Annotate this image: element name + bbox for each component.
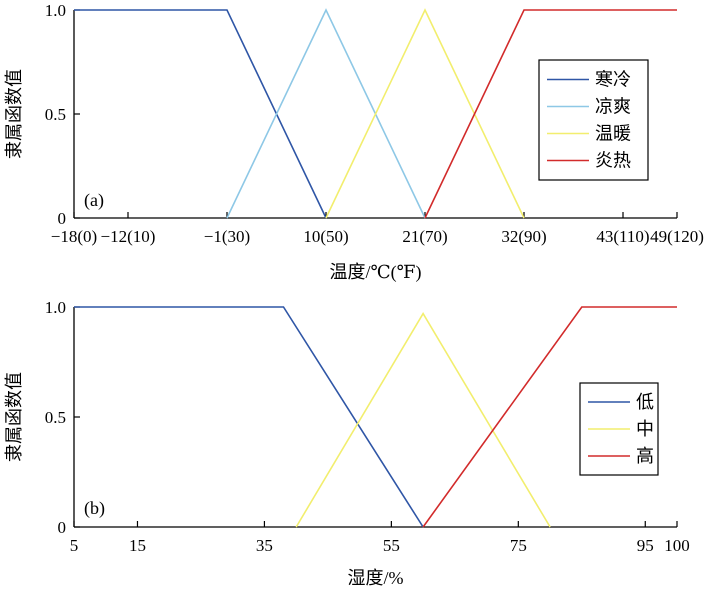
- chart-panel-2: 5 15 35 55 75 95 100 0 0.5 1.0 (b) 湿度/% 隶属函数值 低中高: [4, 298, 690, 588]
- y-tick-label: 0: [58, 518, 67, 537]
- x-tick-label: −1(30): [204, 227, 250, 246]
- y-axis-title: 隶属函数值: [4, 372, 24, 462]
- series-line-2: [295, 312, 551, 528]
- legend-label: 低: [636, 392, 654, 412]
- x-tick-label: 35: [256, 536, 273, 555]
- panel-label: (b): [84, 498, 105, 519]
- x-tick-label: 5: [70, 536, 79, 555]
- legend: 低中高: [579, 382, 659, 476]
- series-line-2: [226, 8, 426, 219]
- series-line-3: [325, 8, 525, 219]
- y-tick-label: 0.5: [45, 408, 66, 427]
- series-line-1: [74, 9, 327, 219]
- x-tick-label: −18(0): [51, 227, 97, 246]
- x-tick-label: 10(50): [303, 227, 348, 246]
- legend-label: 炎热: [595, 151, 631, 171]
- y-tick-label: 1.0: [45, 298, 66, 317]
- legend-label: 寒冷: [595, 70, 631, 90]
- series-line-4: [424, 9, 677, 219]
- legend-label: 温暖: [595, 124, 631, 144]
- y-axis-title: 隶属函数值: [4, 69, 24, 159]
- x-tick-label: 32(90): [501, 227, 546, 246]
- x-tick-label: 49(120): [650, 227, 704, 246]
- x-axis-title: 温度/℃(℉): [330, 262, 422, 283]
- legend-box: [538, 59, 649, 181]
- y-tick-label: 1.0: [45, 1, 66, 20]
- x-tick-label: −12(10): [101, 227, 156, 246]
- x-tick-label: 21(70): [402, 227, 447, 246]
- legend-label: 中: [636, 419, 654, 439]
- x-tick-label: 75: [510, 536, 527, 555]
- x-tick-label: 15: [129, 536, 146, 555]
- chart-panel-1: −18(0) −12(10) −1(30) 10(50) 21(70) 32(90) 43(…: [4, 1, 704, 283]
- legend-label: 凉爽: [595, 97, 631, 117]
- x-tick-label: 95: [637, 536, 654, 555]
- x-tick-label: 100: [664, 536, 690, 555]
- panel-label: (a): [84, 190, 104, 211]
- x-tick-label: 43(110): [596, 227, 649, 246]
- x-axis-title: 湿度/%: [348, 568, 404, 588]
- legend-label: 高: [636, 446, 654, 466]
- x-tick-label: 55: [383, 536, 400, 555]
- y-tick-label: 0.5: [45, 105, 66, 124]
- series-line-3: [422, 306, 677, 528]
- series-line-1: [74, 306, 424, 528]
- y-tick-label: 0: [58, 209, 67, 228]
